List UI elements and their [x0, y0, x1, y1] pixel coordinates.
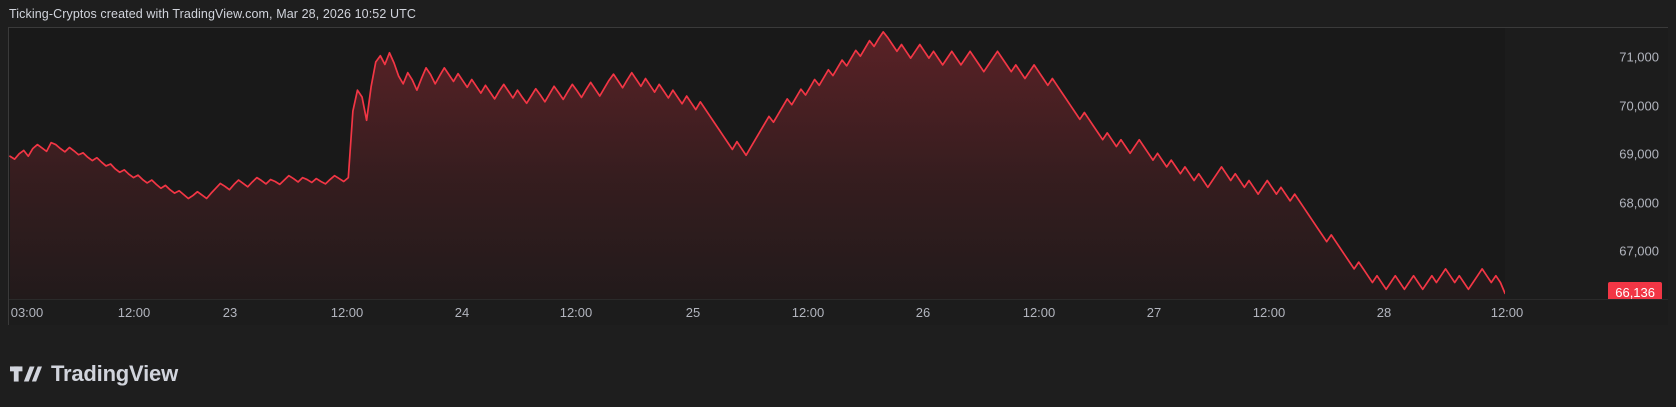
time-tick-label: 12:00 — [559, 305, 593, 320]
series-fill — [10, 31, 1505, 300]
price-series-area-chart — [9, 31, 1506, 300]
time-tick-label: 12:00 — [1252, 305, 1286, 320]
tradingview-wordmark: TradingView — [51, 361, 178, 386]
chart-header: Ticking-Cryptos created with TradingView… — [0, 0, 1676, 28]
price-axis[interactable]: 71,000 70,000 69,000 68,000 67,000 66,136 — [1505, 28, 1668, 305]
time-tick-label: 12:00 — [117, 305, 151, 320]
price-tick-label: 70,000 — [1619, 98, 1659, 114]
time-tick-label: 12:00 — [330, 305, 364, 320]
time-tick-label: 28 — [1376, 305, 1392, 320]
tradingview-logo-icon — [10, 364, 42, 384]
series-line — [9, 31, 1506, 295]
price-tick-label: 69,000 — [1619, 146, 1659, 162]
time-tick-label: 25 — [685, 305, 701, 320]
time-tick-label: 12:00 — [791, 305, 825, 320]
time-tick-label: 26 — [915, 305, 931, 320]
time-tick-label: 27 — [1146, 305, 1162, 320]
chart-frame: 71,000 70,000 69,000 68,000 67,000 66,136 03:… — [8, 27, 1668, 325]
time-tick-label: 12:00 — [1022, 305, 1056, 320]
tradingview-footer: TradingView — [10, 361, 178, 387]
price-tick-label: 67,000 — [1619, 243, 1659, 259]
price-tick-label: 68,000 — [1619, 195, 1659, 211]
plot-area[interactable] — [9, 28, 1506, 300]
time-tick-label: 24 — [454, 305, 470, 320]
time-tick-label: 03:00 — [10, 305, 44, 320]
current-price-badge[interactable]: 66,136 — [1608, 282, 1662, 305]
time-tick-label: 23 — [222, 305, 238, 320]
time-tick-label: 12:00 — [1490, 305, 1524, 320]
price-tick-label: 71,000 — [1619, 49, 1659, 65]
time-axis[interactable]: 03:00 12:00 23 12:00 24 12:00 25 12:00 26 12:00 27… — [9, 299, 1668, 325]
chart-header-title: Ticking-Cryptos created with TradingView… — [9, 7, 416, 21]
